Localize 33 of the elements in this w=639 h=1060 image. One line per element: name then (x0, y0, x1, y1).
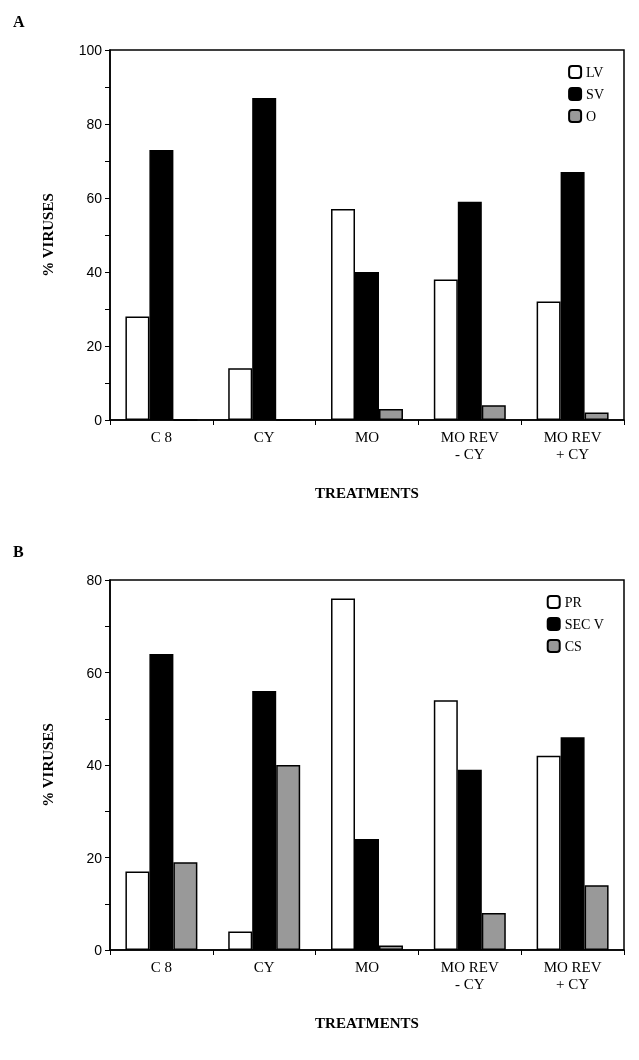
x-tick-label: MO (354, 958, 380, 975)
x-tick-label: MO REV + CY (543, 428, 602, 462)
y-tick-label: 80 (86, 572, 103, 588)
legend-label: SEC V (564, 616, 604, 632)
y-tick-label: 20 (86, 849, 103, 866)
legend-label: O (586, 108, 597, 124)
y-tick-label: 40 (86, 264, 103, 280)
y-tick-label: 0 (94, 412, 103, 428)
y-tick-label: 0 (94, 942, 103, 958)
y-tick-label: 60 (86, 664, 103, 681)
x-axis-title: TREATMENTS (315, 484, 419, 501)
chart-title: B (13, 542, 24, 560)
x-tick-label: MO REV - CY (440, 428, 499, 462)
chart-title: A (13, 12, 25, 30)
y-tick-label: 100 (78, 42, 103, 58)
legend-label: PR (564, 594, 583, 610)
x-tick-label: CY (253, 958, 275, 975)
x-tick-label: MO REV + CY (543, 958, 602, 992)
legend-label: LV (586, 64, 604, 80)
x-tick-label: C 8 (150, 958, 173, 975)
y-axis-title: % VIRUSES (39, 723, 56, 807)
x-tick-label: MO (354, 428, 380, 445)
y-axis-title: % VIRUSES (39, 193, 56, 277)
x-tick-label: MO REV - CY (440, 958, 499, 992)
y-tick-label: 40 (86, 757, 103, 773)
x-tick-label: C 8 (150, 428, 173, 445)
x-tick-label: CY (253, 428, 275, 445)
legend-label: CS (564, 638, 582, 654)
y-tick-label: 80 (86, 116, 103, 132)
legend-label: SV (586, 86, 605, 102)
y-tick-label: 60 (86, 190, 103, 206)
y-tick-label: 20 (86, 338, 103, 354)
x-axis-title: TREATMENTS (315, 1014, 419, 1031)
